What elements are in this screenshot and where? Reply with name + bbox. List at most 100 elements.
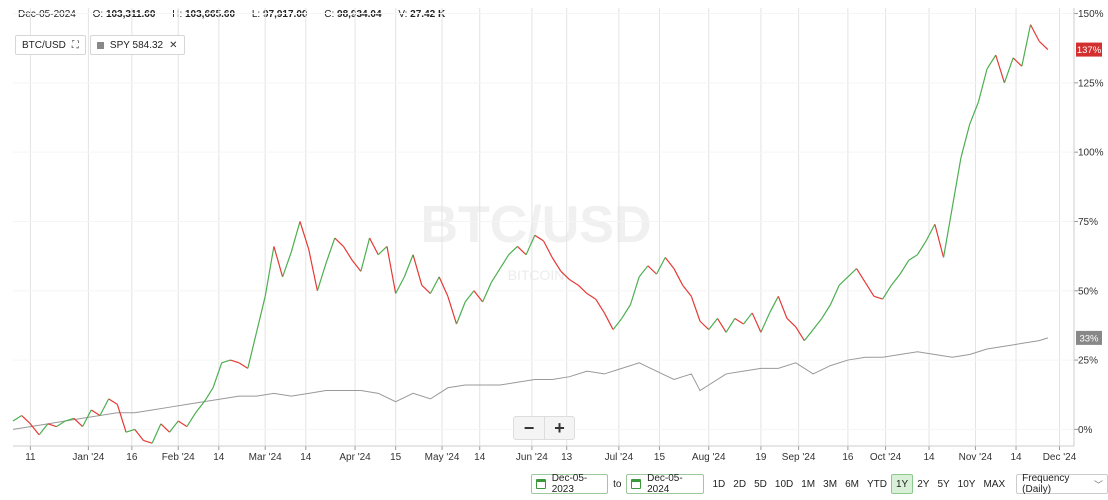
legend-spy-chip[interactable]: SPY 584.32 ✕ — [89, 35, 185, 55]
btc-series-segment — [203, 387, 214, 402]
x-tick-label: Aug '24 — [692, 452, 726, 463]
btc-series-segment — [916, 240, 927, 256]
btc-series-segment — [273, 246, 284, 278]
btc-series-segment — [264, 246, 275, 297]
chevron-down-icon: ﹀ — [1093, 479, 1103, 490]
watermark-symbol: BTC/USD — [420, 196, 651, 254]
btc-series-segment — [699, 320, 710, 331]
range-button-1d[interactable]: 1D — [712, 478, 726, 490]
ohlc-date: Dec-05-2024 — [18, 9, 76, 20]
zoom-in-button[interactable]: + — [544, 417, 574, 439]
btc-series-segment — [412, 254, 423, 286]
btc-series-segment — [47, 423, 57, 428]
btc-series-segment — [542, 240, 553, 258]
btc-series-segment — [516, 245, 527, 256]
btc-series-segment — [464, 290, 475, 303]
btc-series-segment — [299, 221, 310, 250]
x-tick-label: Dec '24 — [1043, 452, 1077, 463]
range-button-2d[interactable]: 2D — [733, 478, 747, 490]
range-button-max[interactable]: MAX — [983, 478, 1006, 490]
calendar-icon — [631, 479, 642, 489]
expand-icon[interactable]: ⛶ — [71, 39, 79, 51]
close-icon[interactable]: ✕ — [169, 39, 178, 51]
x-tick-label: 14 — [213, 452, 225, 463]
btc-series-segment — [29, 423, 40, 436]
x-tick-label: Apr '24 — [339, 452, 371, 463]
btc-series-segment — [995, 54, 1005, 84]
x-tick-label: 19 — [755, 452, 767, 463]
x-tick-label: Feb '24 — [162, 452, 195, 463]
range-button-10y[interactable]: 10Y — [957, 478, 976, 490]
btc-series-segment — [786, 318, 797, 328]
btc-series-segment — [969, 102, 979, 125]
from-date-picker[interactable]: Dec-05-2023 — [531, 473, 609, 495]
btc-series-segment — [864, 282, 875, 297]
x-tick-label: 14 — [1010, 452, 1022, 463]
btc-series-segment — [1003, 57, 1014, 84]
legend-btc-label: BTC/USD — [22, 39, 66, 51]
btc-series-segment — [247, 332, 258, 369]
btc-series-segment — [490, 268, 501, 283]
btc-series-segment — [734, 317, 744, 325]
btc-series-segment — [64, 417, 75, 422]
btc-series-segment — [525, 235, 536, 255]
btc-series-segment — [360, 237, 371, 272]
range-button-3m[interactable]: 3M — [823, 478, 838, 490]
x-tick-label: 14 — [474, 452, 486, 463]
btc-series-segment — [143, 439, 153, 444]
legend-btc-chip[interactable]: BTC/USD ⛶ — [15, 35, 86, 55]
btc-series-segment — [569, 279, 579, 286]
btc-series-segment — [1021, 24, 1032, 67]
x-tick-label: Mar '24 — [249, 452, 282, 463]
range-button-10d[interactable]: 10D — [774, 478, 794, 490]
y-tick-label: 0% — [1078, 425, 1093, 436]
range-button-1m[interactable]: 1M — [801, 478, 816, 490]
btc-series-segment — [56, 420, 66, 428]
x-tick-label: Sep '24 — [782, 452, 816, 463]
to-date-picker[interactable]: Dec-05-2024 — [626, 473, 704, 495]
range-button-5d[interactable]: 5D — [754, 478, 767, 490]
range-button-5y[interactable]: 5Y — [937, 478, 950, 490]
btc-series-segment — [12, 415, 23, 422]
btc-series-segment — [473, 290, 484, 303]
zoom-out-button[interactable]: − — [523, 417, 535, 438]
btc-series-segment — [960, 124, 971, 158]
btc-series-segment — [499, 254, 510, 269]
btc-series-segment — [369, 237, 379, 255]
btc-series-segment — [890, 273, 901, 286]
y-tick-label: 125% — [1078, 78, 1104, 89]
ohlc-volume: V: 27.42 K — [398, 9, 446, 20]
btc-series-segment — [108, 398, 118, 405]
btc-series-segment — [899, 259, 910, 275]
btc-last-value-badge-bg — [1076, 42, 1102, 57]
btc-series-segment — [986, 54, 997, 70]
y-tick-label: 25% — [1078, 356, 1098, 367]
btc-series-segment — [255, 296, 266, 333]
btc-series-segment — [38, 423, 49, 436]
range-button-2y[interactable]: 2Y — [917, 478, 930, 490]
btc-series-segment — [795, 326, 805, 341]
btc-series-segment — [821, 304, 832, 319]
y-tick-label: 100% — [1078, 148, 1104, 159]
btc-series-segment — [577, 284, 588, 294]
btc-series-segment — [621, 304, 631, 319]
x-tick-label: Jun '24 — [516, 452, 548, 463]
x-tick-label: 11 — [25, 452, 36, 463]
range-controls: Dec-05-2023 to Dec-05-2024 1D 2D 5D 10D 1M 3M… — [531, 473, 1108, 495]
to-label: to — [613, 478, 622, 490]
btc-series-segment — [690, 296, 701, 322]
frequency-value: Frequency (Daily) — [1022, 473, 1070, 495]
btc-series-segment — [638, 265, 649, 278]
btc-series-segment — [221, 359, 231, 364]
range-button-6m[interactable]: 6M — [845, 478, 859, 490]
btc-series-segment — [751, 312, 762, 333]
btc-series-segment — [812, 318, 823, 330]
watermark-name: BITCOIN — [508, 267, 565, 283]
range-button-1y[interactable]: 1Y — [890, 474, 914, 494]
legend-spy-label: SPY 584.32 — [109, 39, 164, 51]
btc-series-segment — [482, 282, 492, 303]
frequency-select[interactable]: Frequency (Daily) ﹀ — [1016, 473, 1108, 495]
btc-series-segment — [169, 420, 179, 433]
range-button-ytd[interactable]: YTD — [866, 478, 887, 490]
